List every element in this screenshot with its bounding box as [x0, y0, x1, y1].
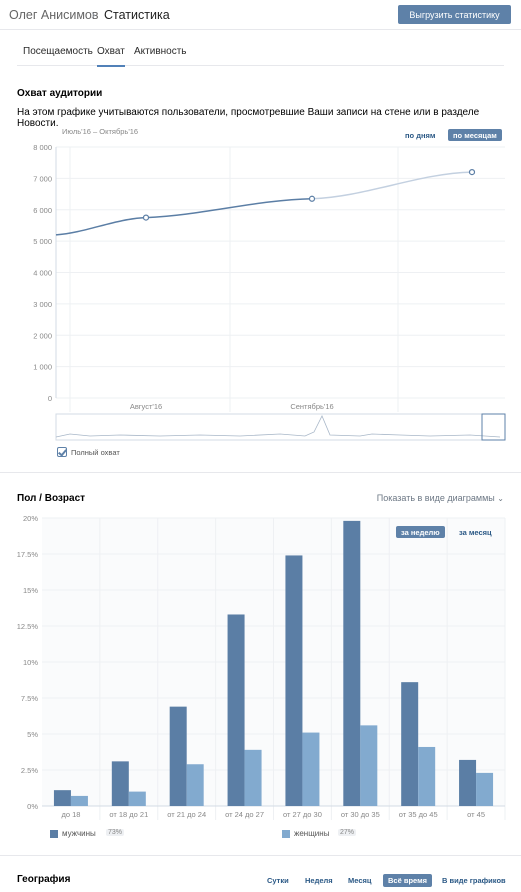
reach-series-line — [55, 198, 313, 236]
reach-y-tick-label: 7 000 — [33, 174, 52, 183]
female-bar — [128, 791, 146, 806]
female-bar — [70, 795, 88, 806]
section-divider — [0, 472, 521, 473]
bar-x-tick-label: от 24 до 27 — [225, 810, 264, 819]
reach-y-tick-label: 8 000 — [33, 143, 52, 152]
page-title: Статистика — [104, 8, 170, 22]
male-bar — [111, 761, 129, 806]
male-bar — [285, 555, 303, 806]
tab-reach[interactable]: Охват — [97, 46, 125, 67]
legend-female-percent: 27% — [338, 829, 357, 836]
bar-y-tick-label: 0% — [27, 802, 38, 811]
legend-female-swatch — [282, 830, 290, 838]
stats-tabs: Посещаемость Охват Активность — [17, 36, 504, 67]
per-week-button[interactable]: за неделю — [396, 526, 445, 538]
male-bar — [401, 682, 419, 806]
geo-day-button[interactable]: Сутки — [262, 874, 294, 887]
reach-data-point — [308, 195, 316, 202]
by-months-button[interactable]: по месяцам — [448, 129, 502, 141]
bar-x-tick-label: от 18 до 21 — [109, 810, 148, 819]
male-bar — [227, 614, 245, 806]
section-divider — [0, 855, 521, 856]
bar-x-tick-label: от 30 до 35 — [341, 810, 380, 819]
legend-male-label: мужчины — [62, 829, 96, 838]
page-header: Олег Анисимов › Статистика Выгрузить ста… — [0, 0, 521, 30]
bar-y-tick-label: 2.5% — [21, 766, 38, 775]
male-bar — [169, 706, 187, 806]
period-label: Июль'16 – Октябрь'16 — [62, 127, 138, 136]
bar-y-tick-label: 12.5% — [17, 622, 39, 631]
geo-as-charts-button[interactable]: В виде графиков — [437, 874, 511, 887]
reach-forecast-line — [311, 171, 473, 200]
bar-x-tick-label: до 18 — [61, 810, 80, 819]
reach-y-tick-label: 0 — [48, 394, 52, 403]
tab-activity[interactable]: Активность — [134, 46, 187, 57]
show-as-diagram-label: Показать в виде диаграммы — [376, 493, 495, 503]
bar-y-tick-label: 17.5% — [17, 550, 39, 559]
by-days-button[interactable]: по дням — [400, 129, 440, 141]
female-bar — [302, 732, 320, 806]
gender-age-title: Пол / Возраст — [17, 493, 86, 504]
female-bar — [360, 725, 378, 806]
reach-data-point — [468, 168, 476, 176]
bar-x-tick-label: от 35 до 45 — [399, 810, 438, 819]
geography-title: География — [17, 874, 71, 885]
tab-attendance[interactable]: Посещаемость — [23, 46, 93, 57]
reach-y-tick-label: 3 000 — [33, 300, 52, 309]
male-bar — [53, 790, 71, 806]
bar-x-tick-label: от 45 — [467, 810, 485, 819]
gender-age-bar-chart: 20% 17.5% 15% 12.5% 10% 7.5% 5% 2.5% 0% до 18 от … — [17, 514, 506, 820]
geo-month-button[interactable]: Месяц — [343, 874, 376, 887]
show-as-diagram-link[interactable]: Показать в виде диаграммы ⌄ — [377, 493, 504, 503]
reach-y-tick-label: 4 000 — [33, 269, 52, 278]
full-reach-checkbox[interactable] — [57, 447, 67, 457]
chevron-down-icon: ⌄ — [497, 494, 504, 503]
geo-week-button[interactable]: Неделя — [300, 874, 338, 887]
legend-male-percent: 73% — [106, 829, 125, 836]
full-reach-label: Полный охват — [71, 448, 120, 457]
breadcrumb-separator-icon: › — [91, 6, 96, 22]
bar-y-tick-label: 20% — [23, 514, 38, 523]
bar-y-tick-label: 10% — [23, 658, 38, 667]
reach-x-tick-label: Август'16 — [130, 402, 162, 411]
navigator-selection-handle[interactable] — [481, 413, 506, 441]
reach-title: Охват аудитории — [17, 88, 103, 99]
navigator-sparkline — [55, 415, 501, 438]
per-month-button[interactable]: за месяц — [454, 526, 497, 538]
reach-line-chart: Июль'16 – Октябрь'16 8 000 7 000 6 000 5 00… — [33, 127, 506, 441]
male-bar — [459, 759, 477, 806]
bar-y-tick-label: 15% — [23, 586, 38, 595]
female-bar — [244, 749, 262, 806]
female-bar — [476, 772, 494, 806]
reach-x-tick-label: Сентябрь'16 — [290, 402, 333, 411]
reach-y-tick-label: 1 000 — [33, 363, 52, 372]
male-bar — [343, 520, 361, 806]
bar-y-tick-label: 7.5% — [21, 694, 38, 703]
legend-male-swatch — [50, 830, 58, 838]
breadcrumb-owner[interactable]: Олег Анисимов — [9, 8, 99, 22]
export-statistics-button[interactable]: Выгрузить статистику — [398, 5, 511, 24]
bar-x-tick-label: от 21 до 24 — [167, 810, 206, 819]
female-bar — [186, 764, 204, 806]
reach-y-tick-label: 5 000 — [33, 237, 52, 246]
reach-description: На этом графике учитываются пользователи… — [17, 107, 480, 129]
bar-y-tick-label: 5% — [27, 730, 38, 739]
geo-all-time-button[interactable]: Всё время — [383, 874, 433, 887]
bar-x-tick-label: от 27 до 30 — [283, 810, 322, 819]
female-bar — [418, 746, 436, 806]
reach-y-tick-label: 6 000 — [33, 206, 52, 215]
reach-data-point — [142, 214, 150, 221]
legend-female-label: женщины — [294, 829, 330, 838]
reach-y-tick-label: 2 000 — [33, 331, 52, 340]
